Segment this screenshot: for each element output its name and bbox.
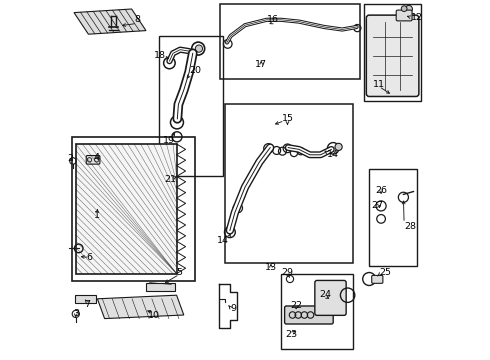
Text: 7: 7 (84, 300, 90, 309)
FancyBboxPatch shape (146, 283, 175, 291)
Circle shape (405, 5, 413, 13)
Text: 24: 24 (319, 290, 331, 299)
FancyBboxPatch shape (372, 275, 383, 283)
Bar (369, 169, 417, 266)
Text: 6: 6 (86, 253, 92, 262)
Text: 4: 4 (93, 153, 99, 162)
Bar (159, 36, 223, 176)
Circle shape (196, 45, 202, 52)
Polygon shape (74, 9, 146, 34)
Text: 3: 3 (73, 310, 79, 319)
Text: 12: 12 (411, 13, 423, 22)
Text: 1: 1 (95, 211, 100, 220)
Text: 21: 21 (164, 175, 176, 184)
Polygon shape (98, 295, 184, 319)
Text: 23: 23 (286, 330, 298, 339)
Text: 18: 18 (154, 51, 167, 60)
Text: 19: 19 (163, 136, 174, 145)
Text: 11: 11 (373, 80, 385, 89)
Text: 5: 5 (176, 269, 182, 277)
Text: 9: 9 (230, 304, 236, 313)
Text: 14: 14 (327, 150, 339, 158)
FancyBboxPatch shape (86, 156, 100, 164)
Bar (75, 295, 96, 303)
Text: 16: 16 (267, 15, 279, 24)
Bar (220, 4, 360, 79)
Text: 20: 20 (189, 66, 201, 75)
Text: 17: 17 (255, 60, 267, 69)
Text: 10: 10 (148, 310, 160, 320)
Text: 28: 28 (404, 222, 416, 231)
Text: 2: 2 (67, 154, 73, 163)
Text: 22: 22 (290, 302, 302, 310)
Text: 26: 26 (375, 186, 387, 194)
FancyBboxPatch shape (285, 306, 333, 324)
Bar (225, 104, 353, 263)
FancyBboxPatch shape (367, 15, 419, 96)
FancyBboxPatch shape (315, 280, 346, 315)
Text: 29: 29 (281, 269, 294, 277)
Circle shape (335, 143, 342, 150)
Bar (364, 4, 421, 101)
Text: 27: 27 (371, 201, 384, 210)
Text: 13: 13 (265, 263, 277, 271)
Bar (72, 137, 195, 281)
FancyBboxPatch shape (396, 10, 412, 21)
Bar (76, 144, 176, 274)
Text: 8: 8 (134, 15, 140, 24)
Text: 14: 14 (217, 236, 229, 245)
Circle shape (401, 6, 407, 12)
Bar (281, 274, 353, 349)
Text: 25: 25 (379, 269, 391, 277)
Text: 15: 15 (281, 113, 294, 122)
